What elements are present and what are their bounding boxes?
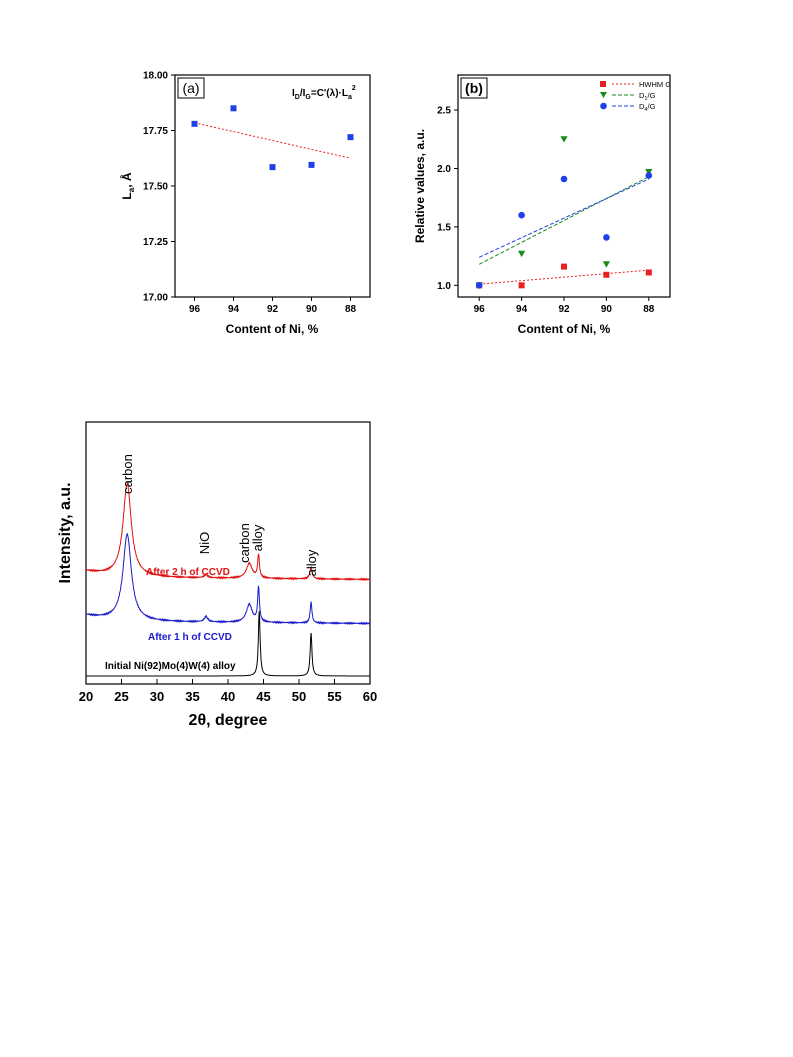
y-tick-label: 17.25 — [143, 237, 168, 248]
panel-b-fit-lines — [478, 176, 650, 285]
x-tick-label: 90 — [601, 304, 613, 315]
data-point — [347, 134, 354, 141]
panel-b-points — [475, 136, 653, 289]
x-tick-label: 40 — [221, 689, 235, 704]
legend-label-d4: D4/G — [639, 102, 656, 113]
panel-b-legend: HWHM G D1/G D4/G — [600, 80, 671, 113]
panel-b-y-ticks: 1.0 1.5 2.0 2.5 — [437, 106, 458, 292]
y-tick-label: 18.00 — [143, 71, 168, 82]
x-tick-label: 92 — [267, 304, 279, 315]
panel-a-y-label: La, Å — [119, 172, 136, 199]
xrd-x-label: 2θ, degree — [189, 712, 268, 729]
xrd-y-label: Intensity, a.u. — [57, 482, 74, 583]
panel-b-y-label: Relative values, a.u. — [413, 129, 427, 243]
xrd-series-label-2h: After 2 h of CCVD — [146, 567, 230, 578]
legend-marker-d4 — [600, 102, 607, 110]
x-tick-label: 92 — [558, 304, 570, 315]
data-point — [518, 250, 526, 258]
panel-a-label-box — [177, 77, 205, 99]
xrd-annotation-alloy-2: alloy — [304, 549, 319, 576]
panel-b-label: (b) — [465, 80, 483, 96]
y-tick-label: 2.0 — [437, 164, 451, 175]
fit-line — [478, 176, 650, 265]
data-point — [560, 175, 568, 183]
xrd-annotation-nio: NiO — [197, 532, 212, 554]
fit-line — [479, 269, 649, 285]
data-point — [561, 263, 567, 270]
panel-a-x-label: Content of Ni, % — [226, 322, 319, 336]
data-point — [645, 172, 653, 179]
fit-line — [478, 178, 650, 258]
data-point — [645, 269, 652, 276]
panel-b: 1.0 1.5 2.0 2.5 96 94 92 90 88 (b) HWHM G D1/G … — [413, 74, 671, 336]
data-point — [191, 120, 198, 127]
y-tick-label: 17.00 — [143, 293, 168, 304]
fit-line — [194, 122, 351, 159]
xrd-annotation-carbon-2: carbon — [237, 523, 252, 563]
xrd-x-ticks: 20 25 30 35 40 45 50 55 60 — [79, 679, 377, 704]
x-tick-label: 35 — [185, 689, 199, 704]
panel-a-fit-line — [194, 122, 351, 159]
x-tick-label: 60 — [363, 689, 377, 704]
data-point — [560, 136, 568, 143]
xrd-curves — [85, 482, 371, 677]
xrd-curve — [85, 532, 371, 626]
xrd-annotation-alloy-1: alloy — [250, 524, 265, 551]
legend-label-d1: D1/G — [639, 91, 656, 102]
data-point — [269, 164, 276, 171]
data-point — [603, 234, 610, 241]
data-point — [518, 211, 525, 219]
panel-b-x-label: Content of Ni, % — [518, 322, 611, 336]
xrd-annotation-carbon-1: carbon — [120, 454, 135, 494]
xrd-curve — [86, 610, 370, 677]
panel-a-frame — [174, 74, 371, 298]
panel-a-y-ticks: 17.00 17.25 17.50 17.75 18.00 — [143, 71, 175, 304]
x-tick-label: 20 — [79, 689, 93, 704]
y-tick-label: 1.0 — [437, 281, 451, 292]
x-tick-label: 30 — [150, 689, 164, 704]
xrd-series-label-1h: After 1 h of CCVD — [148, 632, 232, 643]
panel-a-label: (a) — [182, 80, 199, 96]
legend-marker-hwhm — [600, 81, 606, 87]
panel-a-points — [191, 105, 354, 171]
x-tick-label: 88 — [643, 304, 655, 315]
x-tick-label: 90 — [306, 304, 318, 315]
x-tick-label: 45 — [256, 689, 270, 704]
data-point — [475, 282, 483, 289]
legend-marker-d1 — [600, 92, 607, 98]
x-tick-label: 94 — [516, 304, 528, 315]
data-point — [230, 105, 237, 112]
data-point — [603, 271, 610, 278]
panel-b-x-ticks: 96 94 92 90 88 — [474, 297, 655, 315]
xrd-panel: 20 25 30 35 40 45 50 55 60 2θ, degree Intensity,… — [57, 421, 377, 729]
xrd-curve — [85, 482, 371, 582]
data-point — [518, 282, 525, 289]
xrd-series-label-initial: Initial Ni(92)Mo(4)W(4) alloy — [105, 661, 236, 672]
panel-a: 17.00 17.25 17.50 17.75 18.00 96 94 92 90 88 (a)… — [119, 71, 371, 336]
data-point — [602, 261, 610, 268]
panel-a-formula: ID/IG=C'(λ)·La2 — [292, 85, 356, 101]
panel-a-x-ticks: 96 94 92 90 88 — [189, 297, 357, 315]
x-tick-label: 50 — [292, 689, 306, 704]
data-point — [308, 161, 315, 168]
y-tick-label: 17.50 — [143, 182, 168, 193]
x-tick-label: 55 — [327, 689, 341, 704]
x-tick-label: 25 — [114, 689, 128, 704]
legend-label-hwhm: HWHM G — [639, 80, 671, 89]
y-tick-label: 17.75 — [143, 126, 168, 137]
y-tick-label: 1.5 — [437, 222, 451, 233]
x-tick-label: 94 — [228, 304, 240, 315]
data-point — [645, 168, 653, 176]
panel-b-label-box — [460, 77, 488, 99]
y-tick-label: 2.5 — [437, 106, 451, 117]
x-tick-label: 88 — [345, 304, 357, 315]
x-tick-label: 96 — [474, 304, 486, 315]
x-tick-label: 96 — [189, 304, 201, 315]
